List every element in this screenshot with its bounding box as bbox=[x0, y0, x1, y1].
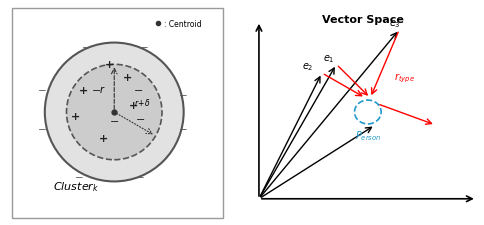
Text: −: − bbox=[38, 125, 47, 135]
FancyBboxPatch shape bbox=[12, 9, 223, 218]
Text: −: − bbox=[140, 43, 149, 53]
Text: $\mathit{Cluster}_k$: $\mathit{Cluster}_k$ bbox=[54, 179, 100, 193]
Text: +: + bbox=[122, 73, 132, 83]
Text: $r\!+\!\delta$: $r\!+\!\delta$ bbox=[134, 97, 150, 108]
Text: Vector Space: Vector Space bbox=[322, 15, 404, 25]
Text: −: − bbox=[38, 86, 47, 96]
Text: $e_1$: $e_1$ bbox=[323, 53, 335, 64]
Text: +: + bbox=[129, 101, 138, 111]
Circle shape bbox=[66, 65, 162, 160]
Text: : Centroid: : Centroid bbox=[164, 19, 202, 28]
Text: $e_3$: $e_3$ bbox=[389, 18, 400, 30]
Text: −: − bbox=[75, 172, 84, 182]
Text: +: + bbox=[106, 60, 115, 70]
Text: −: − bbox=[82, 43, 91, 53]
Text: −: − bbox=[136, 172, 145, 182]
Text: $r_{type}$: $r_{type}$ bbox=[394, 72, 415, 85]
Text: −: − bbox=[136, 114, 145, 124]
Text: $r$: $r$ bbox=[99, 83, 106, 94]
Text: +: + bbox=[71, 112, 80, 122]
Text: $e_2$: $e_2$ bbox=[302, 61, 313, 73]
Text: +: + bbox=[99, 133, 108, 143]
Text: −: − bbox=[109, 116, 119, 126]
Text: $P_{erson}$: $P_{erson}$ bbox=[355, 128, 381, 142]
Text: −: − bbox=[134, 86, 143, 96]
Text: −: − bbox=[92, 86, 102, 96]
Circle shape bbox=[45, 43, 183, 182]
Text: −: − bbox=[179, 90, 188, 100]
Text: +: + bbox=[79, 86, 89, 96]
Text: −: − bbox=[179, 125, 188, 135]
